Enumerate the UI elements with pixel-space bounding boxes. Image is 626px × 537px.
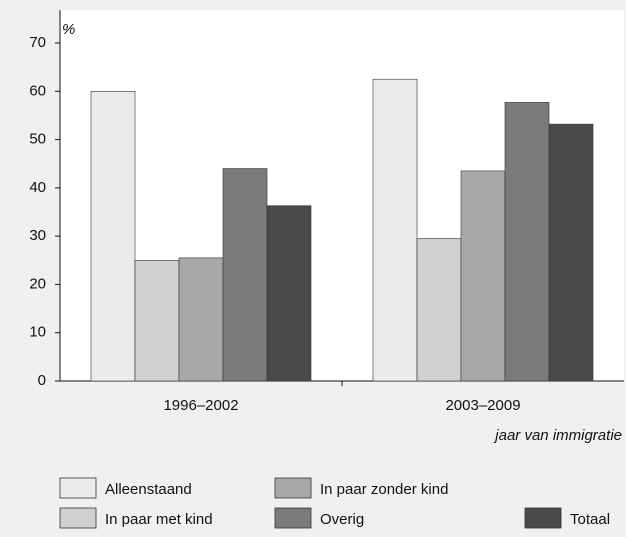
bar [178,257,224,382]
x-tick-label: 1996–2002 [163,397,238,414]
legend-swatch [59,477,97,499]
y-tick-label: 20 [29,275,46,292]
legend-label: Alleenstaand [105,481,192,498]
x-tick-label: 2003–2009 [445,397,520,414]
bar [504,102,550,382]
bar [266,205,312,382]
legend-swatch [274,507,312,529]
y-tick-label: 60 [29,82,46,99]
legend-swatch [274,477,312,499]
bar [460,170,506,382]
bar [416,238,462,382]
y-tick-label: 10 [29,324,46,341]
legend-label: Overig [320,511,364,528]
x-axis-label: jaar van immigratie [493,427,622,444]
y-unit: % [62,21,75,38]
legend-label: In paar met kind [105,511,213,528]
y-tick-label: 40 [29,179,46,196]
bar [548,123,594,382]
y-tick-label: 50 [29,131,46,148]
legend-swatch [524,507,562,529]
legend-swatch [59,507,97,529]
y-tick-label: 0 [38,372,46,389]
bar [90,90,136,382]
legend-label: In paar zonder kind [320,481,448,498]
bar [134,259,180,382]
y-tick-label: 30 [29,227,46,244]
y-tick-label: 70 [29,34,46,51]
legend-label: Totaal [570,511,610,528]
bar [222,168,268,382]
bar [372,78,418,382]
